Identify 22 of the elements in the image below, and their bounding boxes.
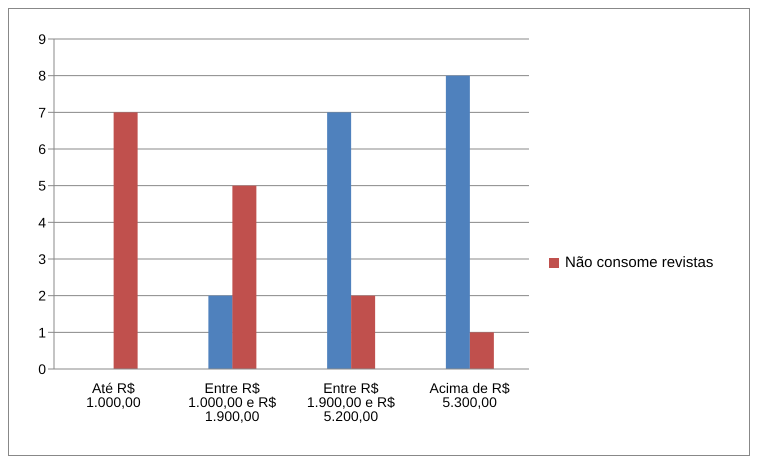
y-tick-label: 9 [38,30,46,47]
legend-label: Não consome revistas [565,254,714,271]
y-tick-label: 1 [38,324,46,340]
x-tick-label: Entre R$ 1.900,00 e R$ 5.200,00 [306,380,396,424]
bar [446,76,470,369]
x-tick-label: Até R$ 1.000,00 [86,380,141,410]
bar [470,332,494,369]
y-tick-label: 8 [38,68,46,84]
bar [232,186,256,369]
y-tick-label: 3 [38,250,46,267]
y-tick-label: 7 [38,104,46,120]
y-tick-label: 2 [38,288,46,304]
x-tick-label: Entre R$ 1.000,00 e R$ 1.900,00 [188,380,276,424]
x-tick-label: Acima de R$ 5.300,00 [430,380,510,410]
bar [351,296,376,369]
y-tick-label: 0 [38,360,46,377]
bar [208,296,232,369]
y-tick-label: 6 [38,140,46,157]
bar [114,112,138,369]
y-tick-label: 4 [38,214,46,230]
bar [327,112,352,369]
y-tick-label: 5 [38,178,46,194]
